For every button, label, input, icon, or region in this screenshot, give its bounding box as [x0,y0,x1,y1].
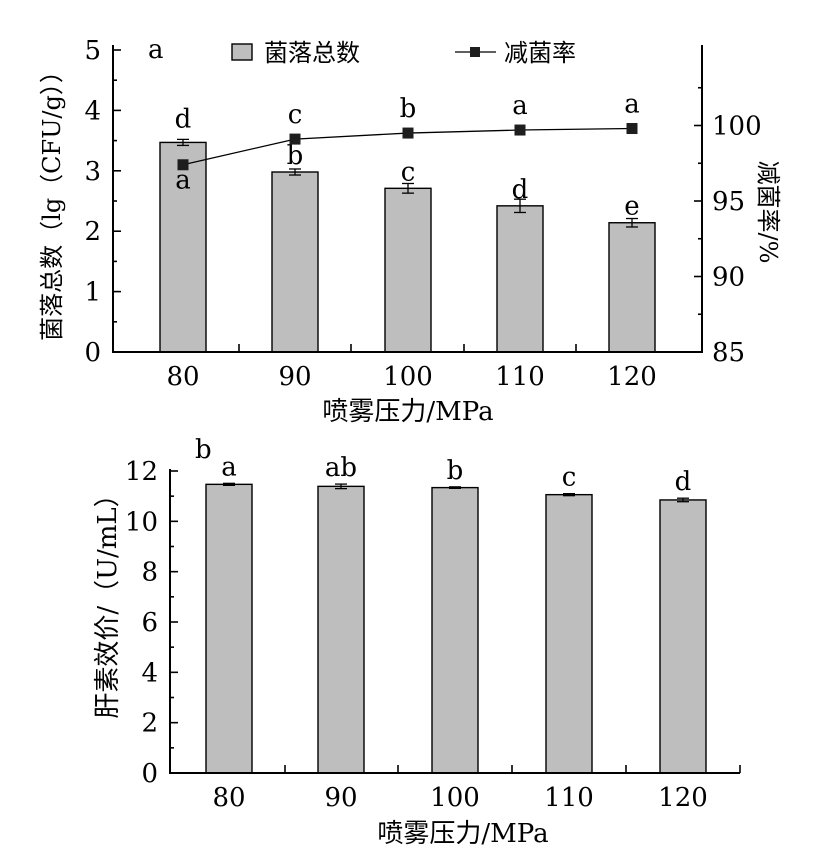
b-xtick-label-120: 120 [658,783,708,813]
b-ytick-label-4: 4 [141,658,158,688]
bar-a-110 [496,205,544,353]
b-ytick-label-6: 6 [141,608,158,638]
a-xtick-label-100: 100 [383,362,433,392]
bar-b-90 [317,485,365,774]
a-xtick-label-90: 90 [278,362,311,392]
point-sig-label-a-120: a [624,90,640,120]
bar-b-120 [659,499,707,774]
bar-a-120 [608,222,656,353]
point-sig-label-a-110: a [512,91,528,121]
a-ytick-label-2: 2 [84,217,101,247]
a-y-axis-label: 菌落总数（lg（CFU/g）） [38,59,66,341]
a-y2-axis-label: 减菌率/% [754,161,782,264]
legend-swatch-marker [470,47,480,57]
legend-swatch-bar [231,43,253,61]
bar-sig-label-b-110: c [562,463,577,493]
bar-a-80 [159,141,207,353]
bar-b-80 [205,483,253,774]
a-y2tick-label-90: 90 [712,263,745,293]
point-sig-label-a-100: b [400,94,417,124]
point-reduction-90 [289,133,301,145]
point-sig-label-a-80: d [175,104,192,134]
point-reduction-110 [514,124,526,136]
b-y-axis-label: 肝素效价/（U/mL） [93,481,123,718]
b-ytick-label-2: 2 [141,709,158,739]
point-reduction-80 [177,159,189,171]
a-xtick-label-80: 80 [166,362,199,392]
a-ytick-label-1: 1 [84,278,101,308]
a-ytick-label-3: 3 [84,157,101,187]
b-bars: a ab b c d [205,452,707,774]
a-y2tick-label-95: 95 [712,187,745,217]
legend-label-bar: 菌落总数 [264,39,360,67]
b-xtick-label-110: 110 [544,783,594,813]
bar-sig-label-b-100: b [447,456,464,486]
a-legend: 菌落总数 减菌率 [231,39,576,67]
panel-b-label: b [195,435,212,465]
a-ytick-label-5: 5 [84,36,101,66]
legend-label-line: 减菌率 [504,39,576,67]
bar-a-90 [271,171,319,353]
b-ytick-label-0: 0 [141,759,158,789]
b-x-axis-label: 喷雾压力/MPa [377,819,548,849]
a-ytick-label-0: 0 [84,338,101,368]
a-ytick-label-4: 4 [84,96,101,126]
bar-sig-label-a-100: c [401,157,416,187]
bar-a-100 [384,187,432,353]
bar-sig-label-a-80: a [175,165,191,195]
a-xtick-label-120: 120 [607,362,657,392]
a-x-ticks: 80 90 100 110 120 [166,344,657,392]
bar-sig-label-b-90: ab [325,453,357,483]
a-y2-ticks: 85 90 95 100 [694,86,762,368]
point-sig-label-a-90: c [288,100,303,130]
b-ytick-label-8: 8 [141,558,158,588]
point-reduction-100 [402,127,414,139]
b-ytick-label-10: 10 [125,507,158,537]
point-reduction-120 [626,123,638,135]
bar-sig-label-a-90: b [287,141,304,171]
bar-sig-label-a-110: d [512,175,529,205]
b-xtick-label-80: 80 [212,783,245,813]
b-y-ticks: 0 2 4 6 8 10 12 [125,457,178,789]
b-ytick-label-12: 12 [125,457,158,487]
bar-sig-label-a-120: e [624,192,639,222]
a-y2tick-label-85: 85 [712,338,745,368]
b-xtick-label-100: 100 [430,783,480,813]
b-x-ticks: 80 90 100 110 120 [212,765,741,813]
bar-sig-label-b-80: a [221,452,237,482]
a-x-axis-label: 喷雾压力/MPa [322,397,493,427]
bar-b-100 [431,486,479,774]
a-xtick-label-110: 110 [495,362,545,392]
a-bars: a b c d e [159,138,656,353]
bar-sig-label-b-120: d [675,467,692,497]
b-xtick-label-90: 90 [324,783,357,813]
bar-b-110 [545,493,593,774]
panel-b: b a ab b c d 0 2 4 6 8 10 12 80 90 100 110 120 喷雾压力/MP… [93,435,741,849]
panel-a-label: a [148,35,164,65]
a-y2tick-label-100: 100 [712,112,762,142]
a-y-ticks: 0 1 2 3 4 5 [84,36,121,368]
